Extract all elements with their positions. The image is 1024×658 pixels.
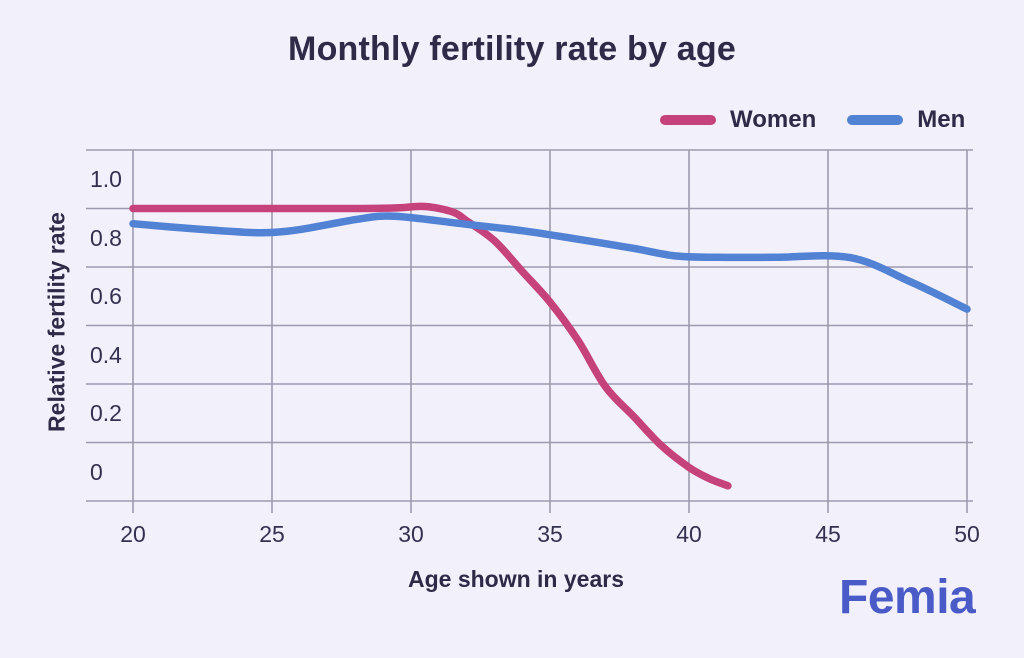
x-tick-label-35: 35 bbox=[537, 521, 563, 547]
x-tick-label-25: 25 bbox=[259, 521, 285, 547]
men-line-swatch-icon bbox=[847, 115, 904, 125]
gridlines bbox=[86, 149, 973, 513]
legend: Women Men bbox=[660, 106, 965, 134]
y-tick-label-0.4: 0.4 bbox=[90, 342, 122, 368]
chart-title: Monthly fertility rate by age bbox=[288, 30, 736, 68]
x-tick-label-30: 30 bbox=[398, 521, 424, 547]
women-line-swatch-icon bbox=[660, 115, 716, 125]
y-tick-label-0.8: 0.8 bbox=[90, 225, 122, 251]
femia-logo: Femia bbox=[839, 571, 976, 624]
y-tick-label-0.2: 0.2 bbox=[90, 400, 122, 426]
y-tick-label-0: 0 bbox=[90, 459, 103, 485]
x-tick-label-45: 45 bbox=[815, 521, 841, 547]
y-tick-label-1.0: 1.0 bbox=[90, 166, 122, 192]
legend-item-men: Men bbox=[847, 106, 965, 134]
y-tick-label-0.6: 0.6 bbox=[90, 283, 122, 309]
women-line bbox=[129, 202, 732, 490]
x-axis-title: Age shown in years bbox=[407, 566, 624, 592]
x-tick-label-50: 50 bbox=[954, 521, 980, 547]
x-tick-label-20: 20 bbox=[120, 521, 146, 547]
men-line bbox=[129, 212, 971, 313]
legend-label-women: Women bbox=[730, 106, 817, 133]
legend-item-women: Women bbox=[660, 106, 816, 134]
legend-label-men: Men bbox=[917, 106, 966, 133]
x-tick-label-40: 40 bbox=[676, 521, 702, 547]
y-axis-title: Relative fertility rate bbox=[43, 212, 70, 432]
